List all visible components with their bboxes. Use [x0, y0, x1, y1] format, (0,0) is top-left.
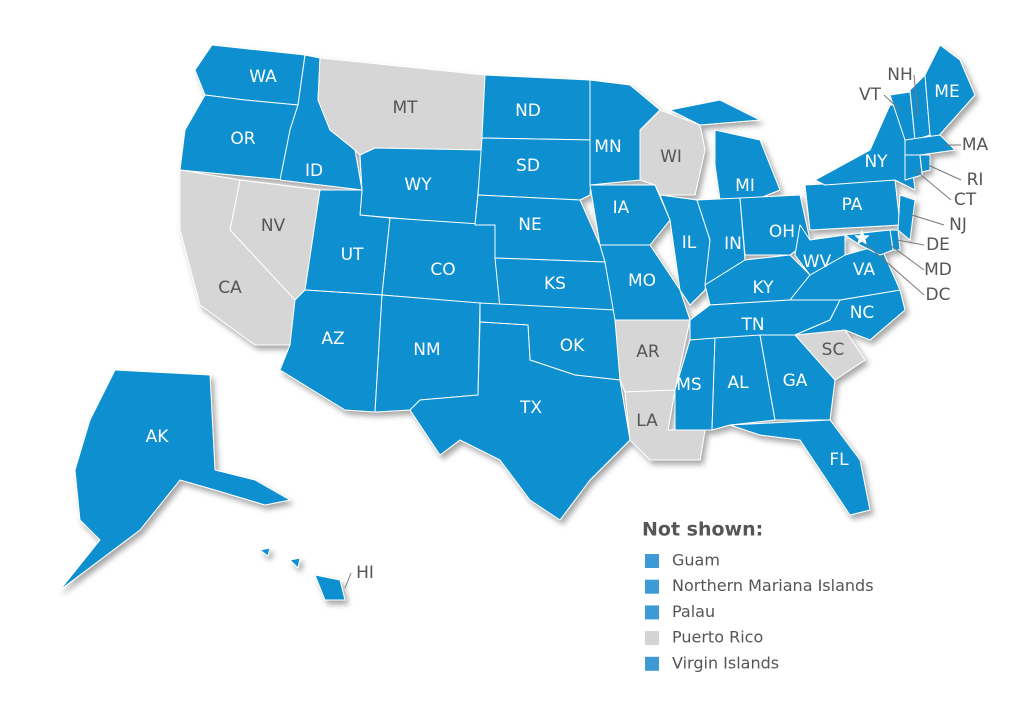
state-label: SC [822, 340, 845, 360]
state [904, 134, 956, 156]
leader-line [865, 243, 925, 296]
state-label: ND [515, 101, 541, 121]
state-label: MO [628, 271, 656, 291]
state [729, 419, 871, 516]
state [624, 389, 706, 461]
legend-label: Palau [672, 602, 715, 621]
state [639, 109, 706, 196]
state-label: DC [926, 285, 951, 305]
state-label: TN [740, 315, 764, 335]
state [904, 154, 923, 181]
state-label: KY [753, 278, 775, 298]
legend-swatch [645, 631, 659, 646]
state-label: NH [887, 65, 913, 85]
state-label: NJ [949, 215, 967, 235]
state-label: OH [769, 222, 795, 242]
state-label: TX [519, 398, 542, 418]
state-label: WV [803, 252, 832, 272]
legend-label: Virgin Islands [672, 653, 779, 672]
state-label: UT [341, 245, 364, 265]
state-label: CT [954, 190, 977, 210]
state-label: AL [727, 373, 749, 393]
state-label: MN [594, 137, 621, 157]
legend-title: Not shown: [642, 519, 763, 541]
leader-line [914, 169, 952, 201]
state [589, 184, 671, 246]
leader-line [883, 94, 901, 111]
state-label: IL [682, 233, 697, 253]
state-label: VA [853, 260, 876, 280]
state-label: SD [516, 156, 540, 176]
legend-label: Guam [672, 551, 720, 570]
state-label: AR [636, 342, 660, 362]
state [279, 289, 383, 413]
state-label: MD [924, 260, 952, 280]
leader-line [344, 572, 352, 589]
state-label: CA [218, 278, 242, 298]
state-label: CO [430, 260, 455, 280]
state [924, 44, 976, 141]
state-label: OR [230, 129, 255, 149]
leader-line [927, 164, 962, 181]
state-label: GA [783, 371, 808, 391]
state-label: NM [413, 340, 440, 360]
state [477, 137, 594, 201]
state-label: AK [146, 427, 170, 447]
leader-line [913, 74, 919, 116]
legend-swatch [645, 579, 659, 594]
state-label: LA [636, 411, 658, 431]
state-label: DE [926, 235, 950, 255]
legend-swatch [645, 605, 659, 620]
state [259, 547, 346, 601]
state [854, 230, 870, 245]
state [897, 194, 916, 241]
leader-line [911, 214, 945, 226]
state-label: WI [660, 147, 682, 167]
state-label: HI [356, 563, 374, 583]
state-label: RI [967, 170, 984, 190]
state-label: IA [613, 198, 630, 218]
legend-label: Puerto Rico [672, 628, 763, 647]
states [59, 44, 976, 601]
legend-label: Northern Mariana Islands [672, 576, 874, 595]
state-label: KS [544, 274, 566, 294]
state-label: AZ [321, 329, 344, 349]
state-labels: WA OR ID MT WY NV CA UT CO AZ NM ND SD NE KS OK TX MN IA MO… [146, 65, 989, 589]
state-label: NY [864, 152, 888, 172]
state-label: NE [518, 215, 541, 235]
state [711, 334, 776, 431]
state-label: WA [249, 67, 277, 87]
state [409, 321, 631, 521]
state [919, 154, 931, 173]
state [674, 337, 716, 431]
leader-line [896, 239, 925, 246]
state-label: PA [842, 195, 863, 215]
legend-swatch [645, 656, 659, 671]
state-label: NC [850, 303, 875, 323]
state-label: OK [560, 336, 585, 356]
legend-swatch [645, 554, 659, 568]
state-label: VT [859, 85, 882, 105]
state-label: MT [392, 98, 418, 118]
state-label: WY [404, 175, 432, 195]
legend: Not shown: Guam Northern Mariana Islands P… [642, 519, 874, 673]
state-label: MA [962, 135, 989, 155]
state-label: ME [934, 82, 959, 102]
leader-line [889, 244, 925, 271]
state-label: FL [829, 450, 849, 470]
state-label: ID [305, 161, 323, 181]
state-label: IN [724, 234, 742, 254]
state-label: MI [735, 176, 755, 196]
state-label: NV [261, 216, 286, 236]
state [794, 224, 846, 276]
state [59, 369, 291, 591]
state-label: MS [676, 375, 701, 395]
